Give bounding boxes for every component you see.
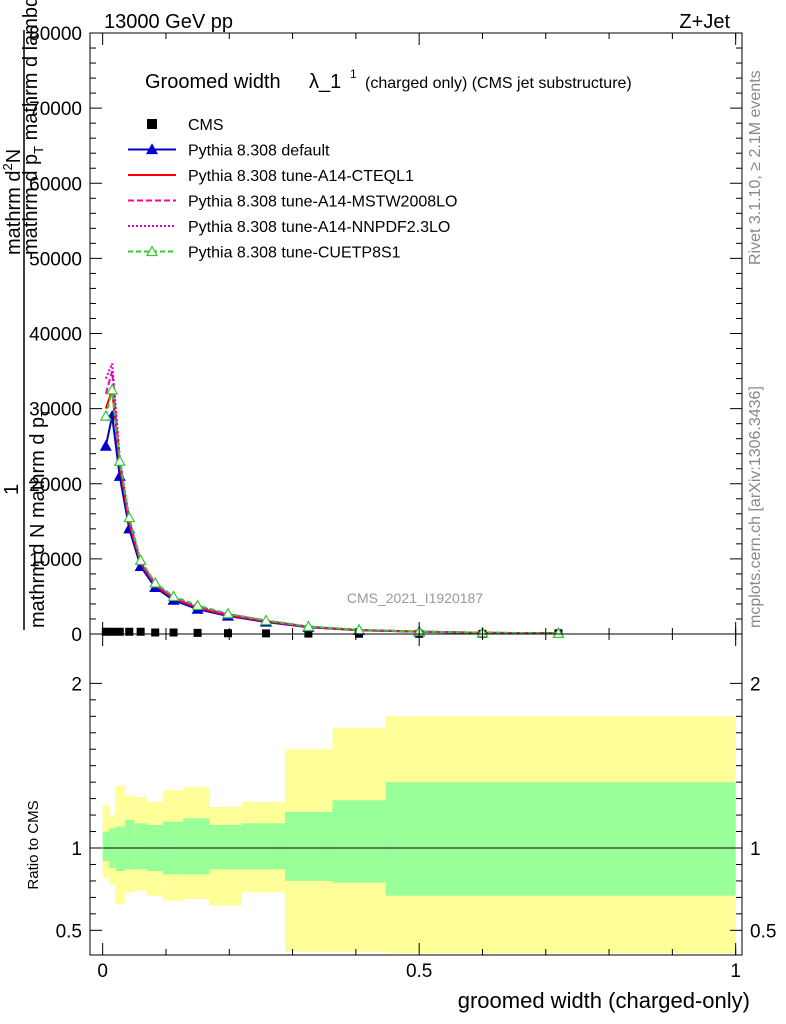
series-0-marker <box>136 627 145 636</box>
series-5-marker <box>191 599 204 611</box>
ratio-band-green <box>284 811 333 881</box>
ylabel-one: 1 <box>1 484 23 495</box>
y-tick-label: 80000 <box>29 24 82 45</box>
series-5-marker <box>302 620 315 632</box>
axes: 0 10000 20000 30000 40000 50000 60000 70000 8000… <box>29 24 776 982</box>
series-0-marker <box>169 628 178 637</box>
title-main: Groomed width <box>145 71 281 93</box>
series-5-marker <box>552 627 565 638</box>
header-right: Z+Jet <box>679 11 730 33</box>
y-tick-label: 0 <box>71 625 82 646</box>
series-0-marker <box>223 629 232 638</box>
y-axis-label-main: mathrm d2N mathrm d pT mathrm d lambda 1… <box>0 0 53 630</box>
watermark: CMS_2021_I1920187 <box>347 590 483 606</box>
legend-marker-triangle <box>145 245 159 257</box>
y-tick-label: 50000 <box>29 249 82 270</box>
y-tick-label: 60000 <box>29 174 82 195</box>
ratio-tick-label: 2 <box>71 674 82 695</box>
legend-label: CMS <box>188 117 224 134</box>
series-0-marker <box>125 627 134 636</box>
x-tick-label: 0.5 <box>406 961 432 982</box>
series-0-marker <box>193 628 202 637</box>
legend-label: Pythia 8.308 tune-CUETP8S1 <box>188 245 401 262</box>
series-5-marker <box>259 614 272 626</box>
title-detail: (charged only) (CMS jet substructure) <box>365 75 632 92</box>
legend-label: Pythia 8.308 tune-A14-MSTW2008LO <box>188 194 457 211</box>
x-tick-label: 1 <box>730 961 741 982</box>
ratio-band-green <box>332 800 386 883</box>
series-5-marker <box>113 454 126 466</box>
legend-marker-triangle <box>145 143 159 155</box>
rivet-label: Rivet 3.1.10, ≥ 2.1M events <box>747 70 764 265</box>
ratio-tick-label: 1 <box>71 839 82 860</box>
ratio-band-green <box>124 820 135 870</box>
y-tick-label: 20000 <box>29 475 82 496</box>
ylabel-denominator: mathrm d N mathrm d pT <box>27 409 53 628</box>
series-5-marker <box>134 554 147 565</box>
header-left: 13000 GeV pp <box>104 11 233 33</box>
ratio-band-green <box>385 782 736 896</box>
title-sup: 1 <box>350 67 357 81</box>
ratio-band-green <box>241 823 285 870</box>
ratio-band-green <box>183 818 210 875</box>
x-tick-label: 0 <box>97 961 108 982</box>
series-0-marker <box>151 628 160 637</box>
ratio-band-green <box>102 831 109 862</box>
ratio-tick-label: 0.5 <box>56 921 82 942</box>
series-5-marker <box>221 607 235 619</box>
x-axis-label: groomed width (charged-only) <box>458 988 750 1013</box>
legend-marker-square <box>147 119 157 129</box>
series-5-marker <box>106 383 119 395</box>
ratio-band-green <box>115 826 125 872</box>
y-tick-label: 40000 <box>29 325 82 346</box>
legend: CMS Pythia 8.308 default Pythia 8.308 tune… <box>128 117 457 262</box>
series-5-marker <box>167 590 180 602</box>
y-tick-label: 10000 <box>29 550 82 571</box>
ratio-y-label: Ratio to CMS <box>25 800 42 889</box>
mcplots-label: mcplots.cern.ch [arXiv:1306.3436] <box>747 386 764 628</box>
series-5-marker <box>123 511 136 523</box>
series-5-marker <box>149 576 162 588</box>
legend-label: Pythia 8.308 tune-A14-CTEQL1 <box>188 168 414 185</box>
legend-label: Pythia 8.308 tune-A14-NNPDF2.3LO <box>188 219 450 236</box>
series-1-marker <box>99 439 112 451</box>
title-symbol: λ_1 <box>309 71 341 93</box>
y-tick-label: 70000 <box>29 99 82 120</box>
ratio-band-green <box>134 823 147 870</box>
main-series <box>99 363 565 638</box>
series-0-marker <box>261 629 270 638</box>
ratio-bands <box>102 716 736 954</box>
ratio-tick-label-right: 0.5 <box>750 921 776 942</box>
series-0-marker <box>101 627 110 636</box>
ratio-tick-label-right: 2 <box>750 674 761 695</box>
ratio-tick-label-right: 1 <box>750 839 761 860</box>
ratio-frame <box>89 633 743 956</box>
series-5-marker <box>99 409 112 421</box>
series-0-marker <box>115 627 124 636</box>
ratio-band-green <box>209 824 242 870</box>
legend-label: Pythia 8.308 default <box>188 143 330 160</box>
plot-title: Groomed width λ_1 1 (charged only) (CMS … <box>145 67 632 93</box>
y-tick-label: 30000 <box>29 400 82 421</box>
series-0-marker <box>108 627 117 636</box>
